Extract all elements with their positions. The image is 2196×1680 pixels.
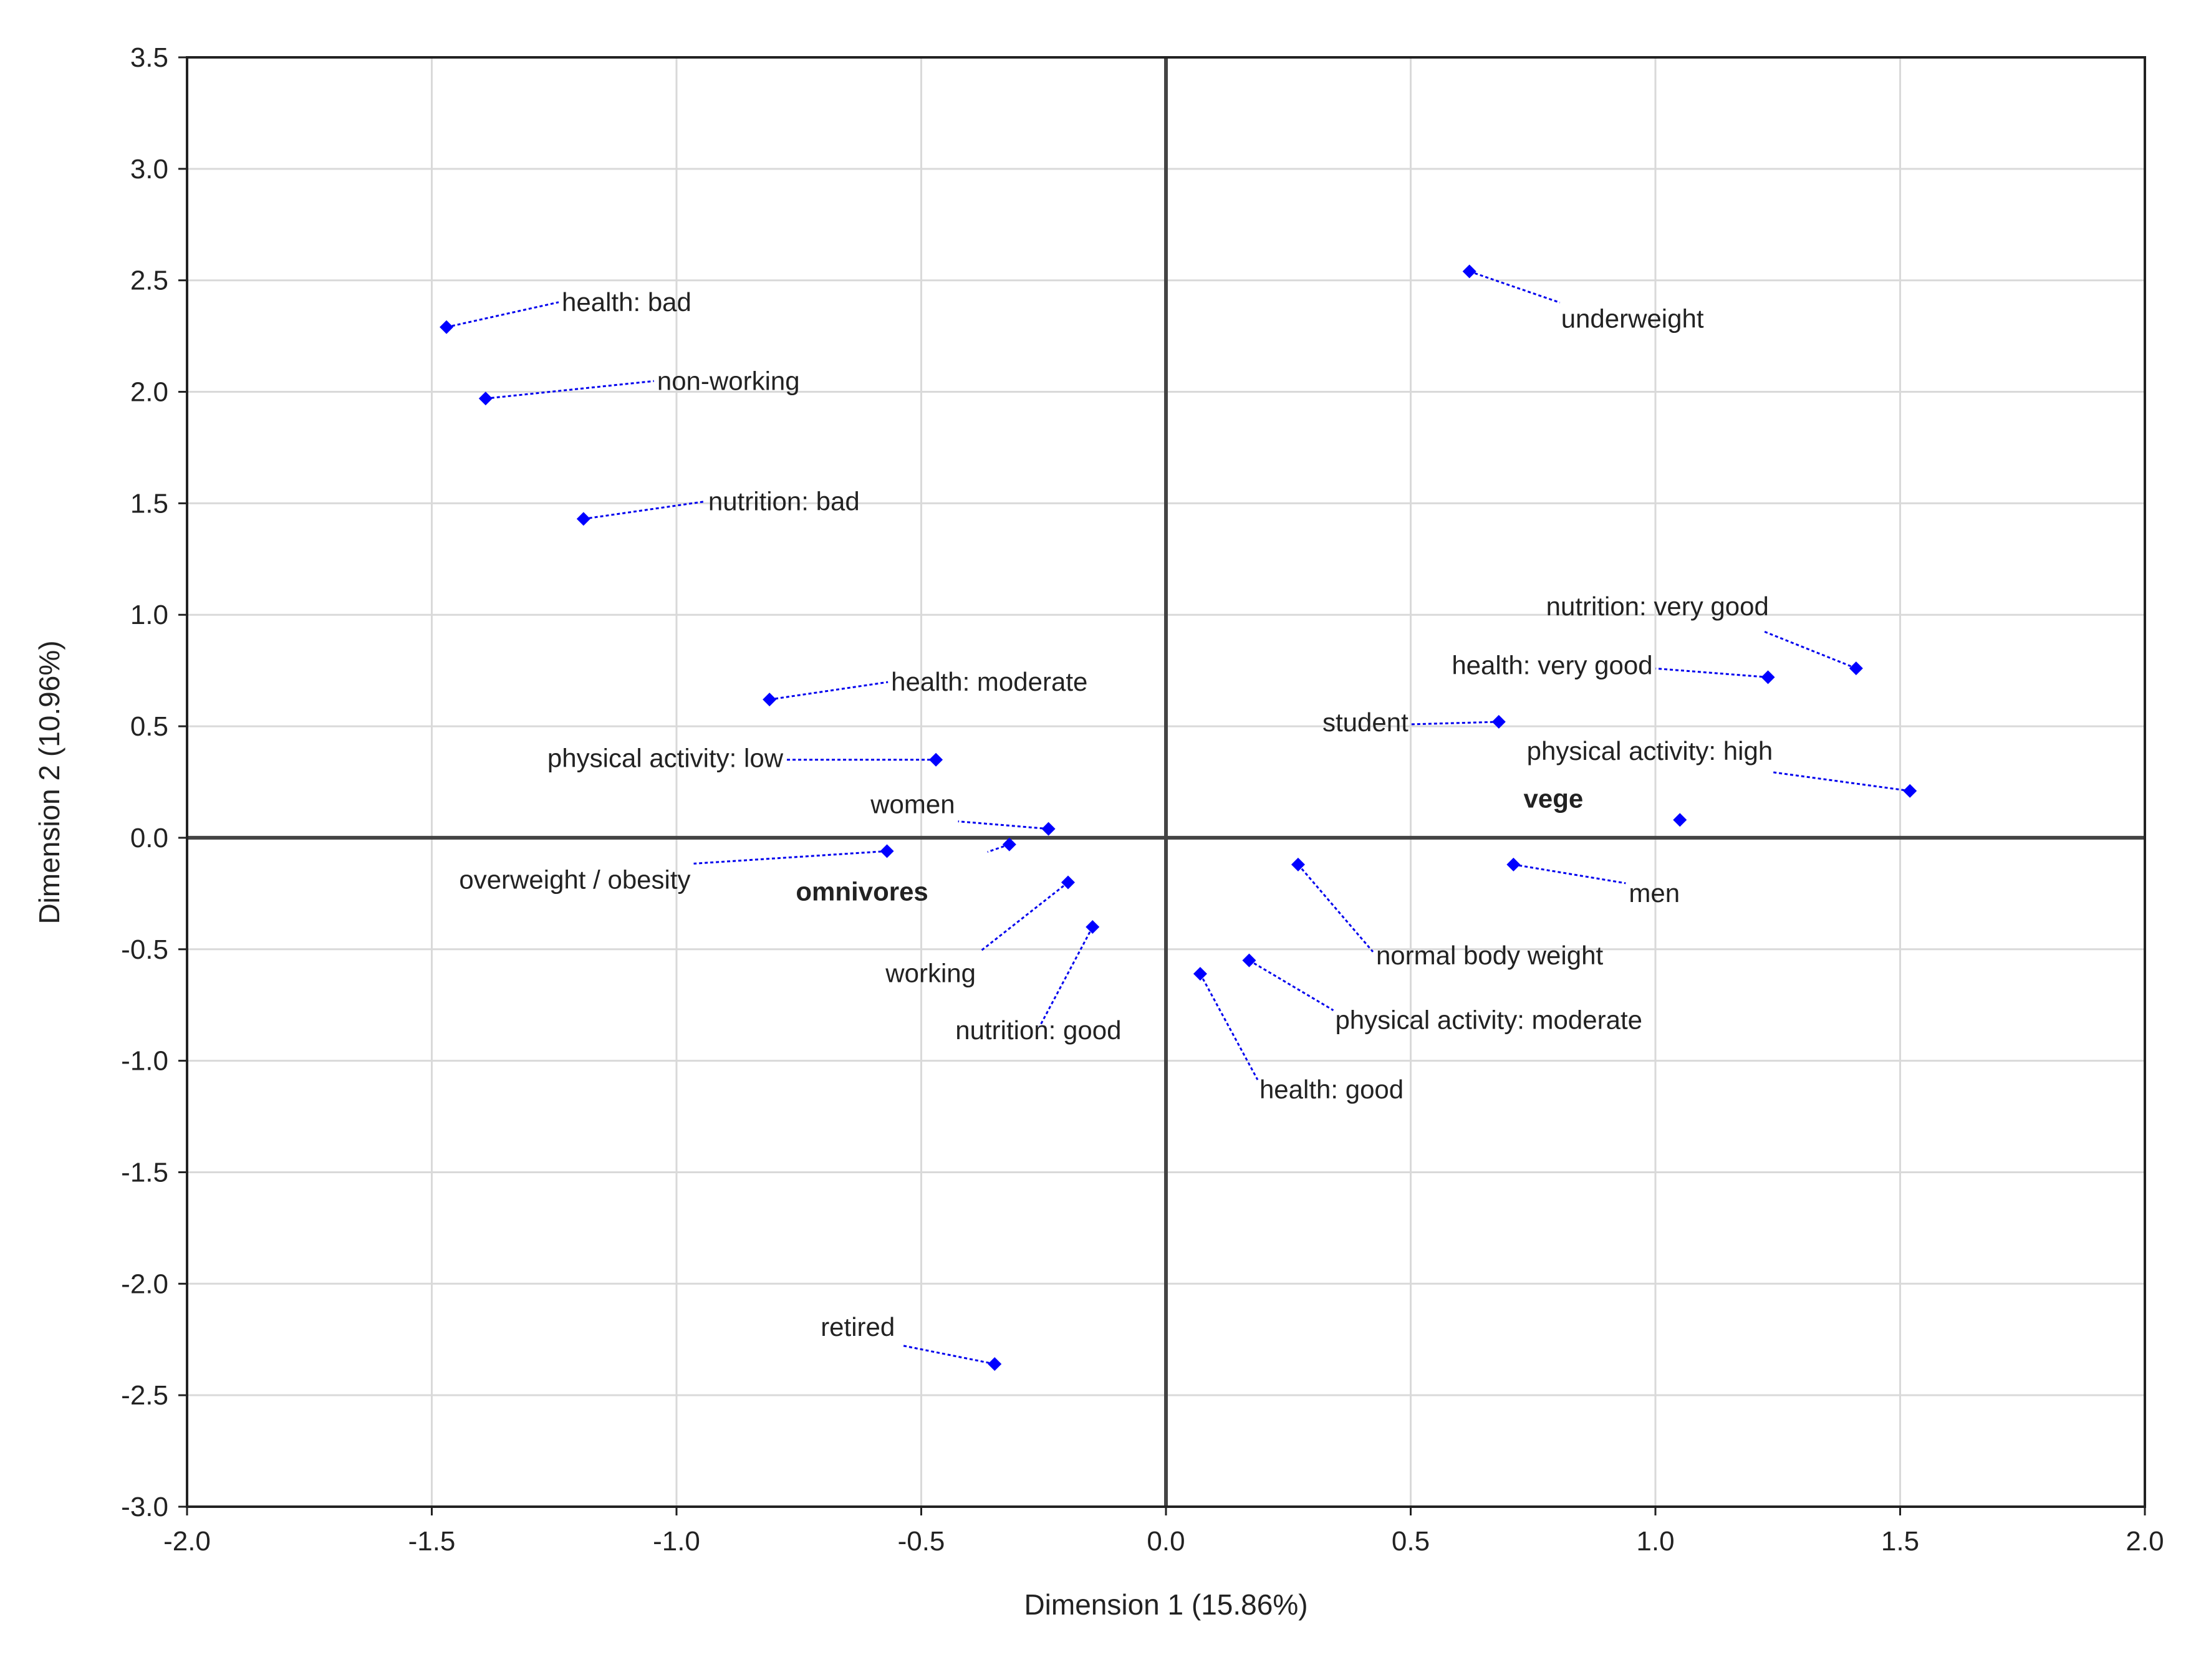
point-label-retired: retired xyxy=(821,1312,895,1342)
point-marker-physical-activity-low xyxy=(929,752,943,767)
y-tick-label: -2.0 xyxy=(121,1269,168,1299)
point-label-vege: vege xyxy=(1524,784,1584,813)
leader-line-nutrition-bad xyxy=(583,500,706,520)
y-tick-label: -1.0 xyxy=(121,1046,168,1077)
point-label-non-working: non-working xyxy=(657,366,800,395)
point-label-overweight-obesity: overweight / obesity xyxy=(459,865,690,894)
y-tick-label: 2.0 xyxy=(130,377,168,408)
x-tick-label: -1.0 xyxy=(653,1526,700,1557)
y-tick-label: -2.5 xyxy=(121,1380,168,1411)
point-label-health-moderate: health: moderate xyxy=(891,667,1087,696)
leader-line-health-very-good xyxy=(1655,667,1768,678)
x-tick-label: -2.0 xyxy=(163,1526,211,1557)
point-marker-nutrition-bad xyxy=(576,512,590,526)
y-axis-title: Dimension 2 (10.96%) xyxy=(33,640,65,924)
x-tick-label: 1.5 xyxy=(1881,1526,1919,1557)
point-marker-vege xyxy=(1673,813,1687,827)
point-marker-omnivores xyxy=(1002,837,1016,852)
data-point-markers xyxy=(440,264,1917,1371)
label-leader-lines xyxy=(446,270,1910,1365)
point-marker-overweight-obesity xyxy=(880,844,894,858)
point-marker-retired xyxy=(988,1357,1002,1371)
y-tick-label: -0.5 xyxy=(121,934,168,965)
leader-line-normal-body-weight xyxy=(1297,863,1374,953)
y-tick-label: 3.0 xyxy=(130,154,168,185)
point-label-physical-activity-low: physical activity: low xyxy=(547,744,784,773)
point-marker-men xyxy=(1506,857,1521,871)
leader-line-non-working xyxy=(485,380,655,400)
point-label-student: student xyxy=(1322,708,1409,737)
leader-line-women xyxy=(958,820,1049,830)
point-marker-health-very-good xyxy=(1761,670,1775,684)
x-tick-label: 0.5 xyxy=(1392,1526,1430,1557)
point-label-health-very-good: health: very good xyxy=(1452,650,1652,679)
point-label-working: working xyxy=(885,958,976,987)
point-label-normal-body-weight: normal body weight xyxy=(1376,941,1604,970)
y-tick-label: 2.5 xyxy=(130,266,168,296)
x-tick-label: -1.5 xyxy=(408,1526,456,1557)
leader-line-retired xyxy=(900,1344,995,1365)
x-tick-label: -0.5 xyxy=(898,1526,945,1557)
x-axis-title: Dimension 1 (15.86%) xyxy=(1024,1588,1307,1621)
y-tick-label: 1.5 xyxy=(130,488,168,519)
point-label-nutrition-very-good: nutrition: very good xyxy=(1546,592,1769,621)
point-marker-women xyxy=(1041,822,1056,836)
x-tick-label: 2.0 xyxy=(2126,1526,2164,1557)
leader-line-underweight xyxy=(1469,270,1561,304)
point-marker-non-working xyxy=(478,391,493,406)
point-marker-working xyxy=(1061,875,1075,890)
point-marker-underweight xyxy=(1462,264,1476,279)
y-tick-label: -3.0 xyxy=(121,1492,168,1522)
y-tick-label: 0.0 xyxy=(130,823,168,853)
y-tick-label: 0.5 xyxy=(130,711,168,742)
point-label-omnivores: omnivores xyxy=(796,877,928,906)
point-marker-health-bad xyxy=(440,320,454,334)
point-label-underweight: underweight xyxy=(1561,304,1704,333)
point-label-physical-activity-high: physical activity: high xyxy=(1527,736,1773,766)
point-label-health-bad: health: bad xyxy=(562,287,691,317)
leader-line-health-bad xyxy=(446,301,559,329)
leader-line-overweight-obesity xyxy=(693,850,887,865)
y-tick-label: 1.0 xyxy=(130,600,168,630)
zero-axis-lines xyxy=(187,57,2145,1507)
leader-line-physical-activity-moderate xyxy=(1248,959,1334,1011)
point-label-men: men xyxy=(1629,878,1680,908)
point-marker-nutrition-very-good xyxy=(1849,661,1863,676)
x-tick-label: 1.0 xyxy=(1636,1526,1674,1557)
leader-line-nutrition-good xyxy=(1038,926,1094,1027)
x-axis-ticks: -2.0 -1.5 -1.0 -0.5 0.0 0.5 1.0 1.5 2.0 xyxy=(163,1507,2164,1557)
point-marker-health-moderate xyxy=(763,693,777,707)
y-tick-label: -1.5 xyxy=(121,1157,168,1188)
y-axis-ticks: 3.5 3.0 2.5 2.0 1.5 1.0 0.5 0.0 -0.5 -1.0 -1.5 -2.0… xyxy=(121,42,187,1522)
point-label-physical-activity-moderate: physical activity: moderate xyxy=(1335,1006,1642,1035)
data-point-labels: health: bad non-working nutrition: bad heal… xyxy=(459,287,1773,1342)
leader-line-omnivores xyxy=(987,843,1010,853)
point-marker-student xyxy=(1491,714,1506,729)
y-tick-label: 3.5 xyxy=(130,42,168,73)
point-marker-normal-body-weight xyxy=(1291,857,1305,871)
point-label-nutrition-good: nutrition: good xyxy=(955,1015,1121,1045)
leader-line-working xyxy=(980,881,1069,952)
point-marker-health-good xyxy=(1193,967,1207,981)
x-tick-label: 0.0 xyxy=(1147,1526,1185,1557)
point-marker-physical-activity-high xyxy=(1903,784,1917,798)
point-label-health-good: health: good xyxy=(1259,1075,1404,1104)
leader-line-physical-activity-high xyxy=(1772,771,1910,792)
point-marker-nutrition-good xyxy=(1086,920,1100,934)
point-label-women: women xyxy=(870,790,955,819)
leader-line-men xyxy=(1513,863,1626,885)
point-marker-physical-activity-moderate xyxy=(1242,953,1256,967)
point-label-nutrition-bad: nutrition: bad xyxy=(708,486,860,516)
